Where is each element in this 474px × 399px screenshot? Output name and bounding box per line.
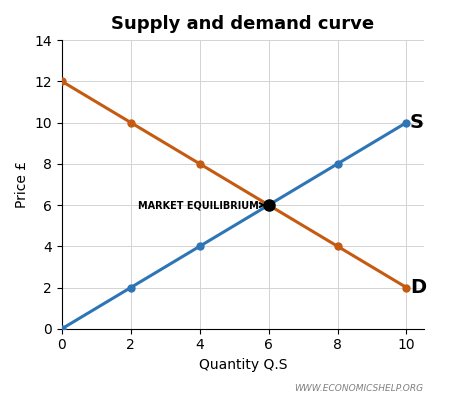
- X-axis label: Quantity Q.S: Quantity Q.S: [199, 358, 287, 372]
- Y-axis label: Price £: Price £: [15, 161, 29, 208]
- Text: S: S: [410, 113, 424, 132]
- Text: MARKET EQUILIBRIUM: MARKET EQUILIBRIUM: [138, 200, 264, 210]
- Text: D: D: [410, 278, 426, 297]
- Text: WWW.ECONOMICSHELP.ORG: WWW.ECONOMICSHELP.ORG: [294, 384, 423, 393]
- Title: Supply and demand curve: Supply and demand curve: [111, 15, 374, 33]
